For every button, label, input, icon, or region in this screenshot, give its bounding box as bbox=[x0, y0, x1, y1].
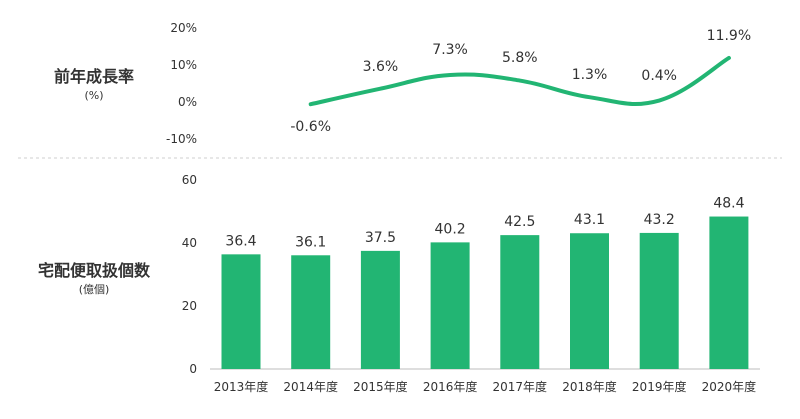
category-label: 2013年度 bbox=[214, 379, 269, 394]
volume-data-label: 48.4 bbox=[713, 196, 744, 212]
growth-data-label: 1.3% bbox=[572, 67, 608, 83]
volume-data-label: 43.1 bbox=[574, 212, 605, 228]
volume-bar bbox=[709, 216, 749, 369]
growth-chart-title: 前年成長率 bbox=[54, 67, 134, 86]
growth-y-tick-label: 20% bbox=[170, 21, 197, 35]
growth-data-label: 0.4% bbox=[641, 68, 677, 84]
growth-data-label: 7.3% bbox=[432, 42, 468, 58]
volume-bar bbox=[360, 250, 400, 369]
growth-y-tick-label: 10% bbox=[170, 58, 197, 72]
volume-y-tick-label: 20 bbox=[182, 299, 197, 313]
volume-bar bbox=[291, 255, 331, 369]
volume-bar bbox=[221, 254, 261, 369]
category-label: 2015年度 bbox=[353, 379, 408, 394]
volume-chart-title: 宅配便取扱個数 bbox=[38, 261, 151, 280]
category-label: 2017年度 bbox=[493, 379, 548, 394]
volume-data-label: 37.5 bbox=[365, 230, 396, 246]
growth-chart-unit: (%) bbox=[84, 89, 103, 102]
category-label: 2019年度 bbox=[632, 379, 687, 394]
category-label: 2014年度 bbox=[283, 379, 338, 394]
volume-data-label: 43.2 bbox=[644, 212, 675, 228]
category-label: 2016年度 bbox=[423, 379, 478, 394]
category-label: 2020年度 bbox=[702, 379, 757, 394]
volume-bar bbox=[639, 232, 679, 369]
volume-y-tick-label: 60 bbox=[182, 173, 197, 187]
volume-chart-unit: (億個) bbox=[79, 283, 110, 296]
category-label: 2018年度 bbox=[562, 379, 617, 394]
growth-data-label: 5.8% bbox=[502, 50, 538, 66]
volume-bar bbox=[500, 235, 540, 369]
volume-bar bbox=[570, 233, 609, 369]
growth-series-line bbox=[308, 55, 731, 107]
volume-data-label: 42.5 bbox=[504, 214, 535, 230]
volume-data-label: 36.1 bbox=[295, 234, 326, 250]
growth-data-label: 3.6% bbox=[363, 59, 399, 75]
volume-data-label: 40.2 bbox=[435, 221, 466, 237]
volume-data-label: 36.4 bbox=[225, 233, 256, 249]
volume-y-tick-label: 40 bbox=[182, 236, 197, 250]
growth-data-label: 11.9% bbox=[707, 28, 751, 44]
volume-y-tick-label: 0 bbox=[189, 362, 197, 376]
growth-y-tick-label: -10% bbox=[166, 132, 197, 146]
volume-bar bbox=[430, 242, 470, 369]
growth-data-label: -0.6% bbox=[290, 119, 331, 135]
growth-y-tick-label: 0% bbox=[178, 95, 197, 109]
